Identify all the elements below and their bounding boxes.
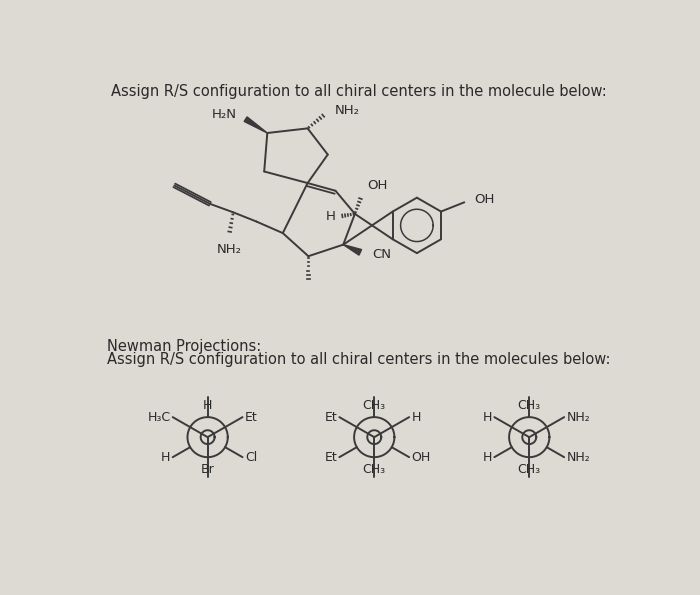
Text: OH: OH [475,193,495,206]
Text: Et: Et [324,450,337,464]
Text: Newman Projections:: Newman Projections: [107,339,261,355]
Text: CH₃: CH₃ [518,399,541,412]
Text: CH₃: CH₃ [363,463,386,475]
Text: Assign R/S configuration to all chiral centers in the molecules below:: Assign R/S configuration to all chiral c… [107,352,610,368]
Text: OH: OH [412,450,430,464]
Text: Assign R/S configuration to all chiral centers in the molecule below:: Assign R/S configuration to all chiral c… [111,84,607,99]
Text: H: H [412,411,421,424]
Text: CH₃: CH₃ [518,463,541,475]
Text: OH: OH [368,179,388,192]
Text: H: H [161,450,170,464]
Text: Et: Et [245,411,258,424]
Text: CH₃: CH₃ [363,399,386,412]
Polygon shape [244,117,267,133]
Text: H: H [482,450,492,464]
Text: Cl: Cl [245,450,257,464]
Polygon shape [343,245,362,255]
Text: H: H [326,209,335,223]
Text: H₂N: H₂N [211,108,237,121]
Text: H: H [203,399,212,412]
Text: NH₂: NH₂ [566,411,590,424]
Text: NH₂: NH₂ [566,450,590,464]
Text: Br: Br [201,463,214,475]
Text: H: H [482,411,492,424]
Text: NH₂: NH₂ [335,104,360,117]
Text: NH₂: NH₂ [217,243,241,256]
Text: Et: Et [324,411,337,424]
Text: CN: CN [372,248,392,261]
Text: H₃C: H₃C [147,411,170,424]
